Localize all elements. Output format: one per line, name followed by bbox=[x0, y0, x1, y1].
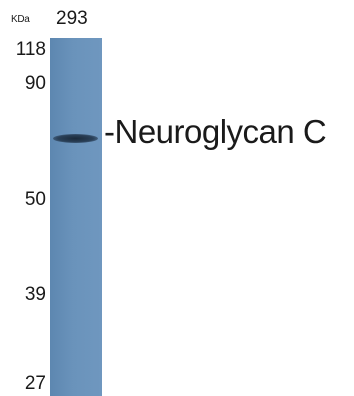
marker-27: 27 bbox=[24, 373, 46, 394]
marker-90: 90 bbox=[24, 73, 46, 94]
protein-label: -Neuroglycan C bbox=[104, 113, 327, 150]
marker-39: 39 bbox=[24, 284, 46, 305]
marker-118: 118 bbox=[15, 39, 46, 60]
protein-band bbox=[53, 134, 98, 143]
blot-membrane bbox=[50, 38, 102, 396]
lane-label: 293 bbox=[56, 8, 88, 29]
marker-50: 50 bbox=[24, 189, 46, 210]
unit-label: KDa bbox=[11, 14, 30, 25]
